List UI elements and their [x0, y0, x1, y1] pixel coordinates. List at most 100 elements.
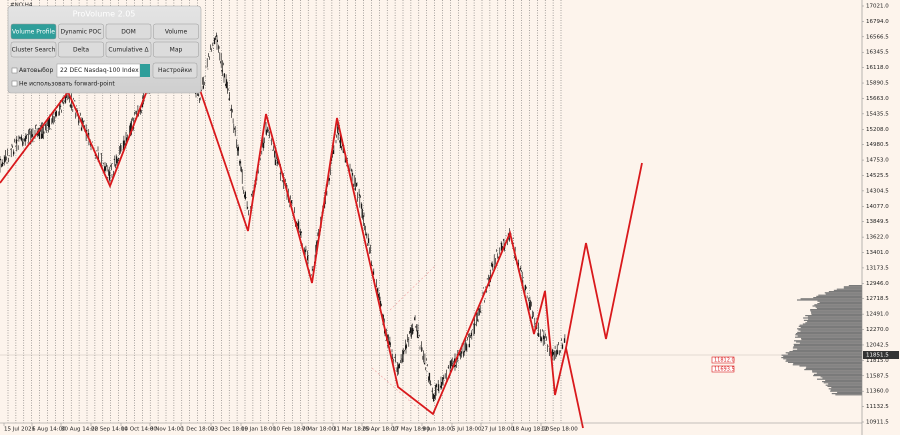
panel-button-label[interactable]: Map: [170, 47, 183, 54]
profile-bar: [799, 365, 862, 367]
profile-bar: [843, 287, 862, 289]
panel-button-label[interactable]: Delta: [73, 47, 89, 54]
profile-bar: [848, 285, 862, 287]
profile-bar: [808, 318, 862, 320]
time-label: 15 Jul 2021: [4, 427, 35, 433]
profile-bar: [792, 347, 862, 349]
price-label: 14980.5: [866, 142, 889, 148]
profile-bar: [837, 391, 862, 393]
price-label: 12042.5: [866, 342, 889, 348]
profile-bar: [793, 343, 862, 345]
panel-button[interactable]: [153, 23, 199, 40]
profile-bar: [807, 321, 862, 323]
profile-bar: [797, 331, 862, 333]
profile-bar: [796, 341, 862, 343]
profile-bar: [816, 295, 862, 297]
profile-bar: [797, 348, 862, 350]
profile-bar: [816, 307, 862, 309]
volume-profile: [781, 285, 862, 396]
profile-bar: [819, 301, 862, 303]
level-label: 11812.0: [714, 358, 735, 364]
profile-bar: [815, 306, 862, 308]
checkbox[interactable]: [11, 67, 18, 74]
profile-bar: [798, 325, 862, 327]
profile-bar: [825, 379, 862, 381]
profile-bar: [785, 352, 862, 354]
checkbox-label[interactable]: Автовыбор: [19, 67, 53, 74]
time-label: 22 Sep 14:00: [91, 427, 128, 433]
price-label: 13173.5: [866, 265, 889, 271]
time-label: 31 Mar 18:00: [333, 427, 370, 433]
profile-bar: [828, 383, 862, 385]
profile-bar: [825, 384, 862, 386]
panel-button-label[interactable]: DOM: [121, 29, 136, 36]
profile-bar: [800, 327, 862, 329]
time-label: 5 Jul 18:00: [452, 427, 482, 433]
panel-button[interactable]: [58, 41, 104, 58]
time-label: 9 Jun 18:00: [422, 427, 454, 433]
settings-label[interactable]: Настройки: [158, 67, 192, 74]
profile-bar: [803, 317, 862, 319]
profile-bar: [806, 366, 862, 368]
checkbox-label[interactable]: Не использовать forward-point: [19, 81, 115, 88]
price-label: 11360.0: [866, 389, 889, 395]
panel-button[interactable]: [105, 23, 152, 40]
time-label: 18 Aug 18:00: [512, 427, 550, 433]
profile-bar: [781, 354, 862, 356]
panel-button[interactable]: [153, 41, 199, 58]
profile-bar: [812, 370, 862, 372]
profile-bar: [811, 313, 862, 315]
profile-bar: [812, 371, 862, 373]
price-label: 11815.0: [866, 358, 889, 364]
time-label: 27 Jul 18:00: [481, 427, 514, 433]
profile-bar: [811, 312, 862, 314]
time-label: 19 Jan 18:00: [241, 427, 276, 433]
checkbox[interactable]: [11, 80, 18, 87]
panel-button[interactable]: [58, 23, 104, 40]
profile-bar: [810, 309, 862, 311]
settings-button[interactable]: [152, 62, 198, 79]
panel-button-label[interactable]: Dynamic POC: [61, 29, 102, 36]
zigzag-projection: [565, 347, 584, 429]
profile-bar: [795, 333, 862, 335]
dropdown-arrow[interactable]: [140, 64, 150, 77]
profile-bar: [820, 376, 862, 378]
level-label: 11693.5: [714, 367, 735, 373]
profile-bar: [805, 367, 862, 369]
panel-button-label[interactable]: Cluster Search: [12, 47, 56, 54]
panel-button-label[interactable]: Cumulative Δ: [108, 47, 149, 54]
panel-button[interactable]: [10, 41, 57, 58]
profile-bar: [823, 382, 862, 384]
panel-button[interactable]: [105, 41, 152, 58]
price-label: 15663.0: [866, 96, 889, 102]
profile-bar: [793, 363, 862, 365]
instrument[interactable]: 22 DEC Nasdaq-100 Index: [60, 67, 139, 74]
panel-button-label[interactable]: Volume: [165, 29, 188, 36]
profile-bar: [794, 340, 862, 342]
price-label: 17021.0: [866, 4, 889, 10]
price-label: 12491.0: [866, 312, 889, 318]
panel-button[interactable]: [10, 23, 57, 40]
profile-bar: [828, 291, 862, 293]
panel-button-label[interactable]: Volume Profile: [12, 29, 55, 36]
time-label: 1 Dec 18:00: [181, 427, 215, 433]
profile-bar: [803, 319, 862, 321]
profile-bar: [822, 377, 862, 379]
price-label: 16794.0: [866, 19, 889, 25]
profile-bar: [817, 378, 862, 380]
profile-bar: [812, 305, 862, 307]
price-label: 11132.5: [866, 404, 889, 410]
profile-bar: [801, 339, 862, 341]
time-label: 30 Aug 14:00: [61, 427, 99, 433]
profile-bar: [816, 372, 862, 374]
price-label: 15208.0: [866, 127, 889, 133]
profile-bar: [793, 345, 862, 347]
price-label: 14753.0: [866, 158, 889, 164]
profile-bar: [825, 293, 862, 295]
time-label: 6 Aug 14:00: [32, 427, 66, 433]
time-label: 7 Mar 18:00: [302, 427, 336, 433]
profile-bar: [783, 358, 862, 360]
profile-bar: [813, 375, 862, 377]
level-box: [711, 356, 735, 364]
time-label: 17 May 18:00: [392, 427, 430, 433]
